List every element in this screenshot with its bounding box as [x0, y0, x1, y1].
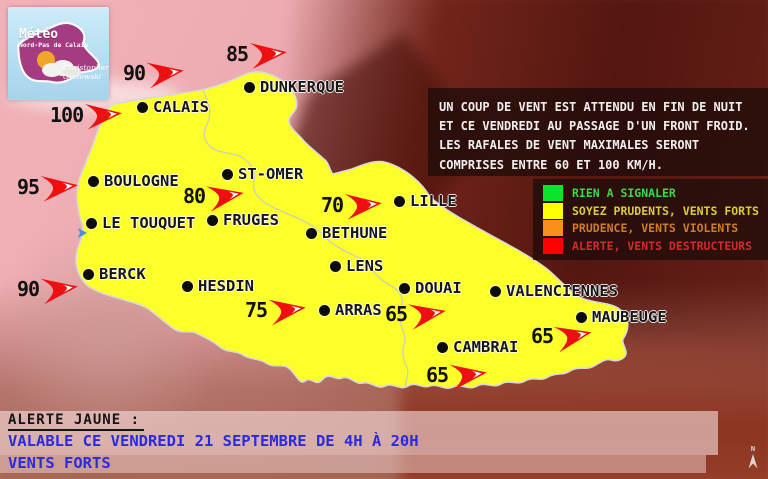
legend-label: RIEN A SIGNALER: [572, 186, 676, 200]
north-label: N: [750, 445, 756, 453]
legend-item: RIEN A SIGNALER: [543, 185, 768, 201]
legend-color-swatch: [543, 220, 563, 237]
logo-signature: Christopher Grelowski: [63, 63, 109, 82]
legend: RIEN A SIGNALER SOYEZ PRUDENTS, VENTS FO…: [533, 179, 768, 260]
north-arrow-icon: [748, 454, 758, 469]
alert-type: VENTS FORTS: [8, 453, 111, 472]
cloud-icon: [42, 60, 81, 78]
legend-label: ALERTE, VENTS DESTRUCTEURS: [572, 238, 753, 253]
logo: Météo Nord-Pas de Calais Christopher Gre…: [8, 7, 109, 100]
logo-subtitle: Nord-Pas de Calais: [19, 41, 89, 49]
alert-validity: VALABLE CE VENDREDI 21 SEPTEMBRE DE 4H À…: [8, 432, 419, 450]
legend-label: PRUDENCE, VENTS VIOLENTS: [572, 221, 739, 236]
estuary-mark: [78, 228, 87, 238]
legend-color-swatch: [543, 202, 563, 219]
legend-color-swatch: [543, 237, 563, 254]
alert-banner-strip-2: [0, 455, 706, 473]
legend-label: SOYEZ PRUDENTS, VENTS FORTS: [572, 203, 759, 218]
logo-map-graphic: [17, 21, 100, 84]
alert-title: ALERTE JAUNE :: [8, 412, 145, 431]
north-indicator: N: [744, 446, 762, 474]
region-shape: [75, 71, 629, 389]
alert-banner-strip: [0, 411, 718, 455]
logo-title: Météo: [19, 27, 59, 42]
department-border: [202, 89, 409, 389]
legend-item: SOYEZ PRUDENTS, VENTS FORTS: [543, 202, 768, 219]
legend-item: PRUDENCE, VENTS VIOLENTS: [543, 220, 768, 237]
info-box: UN COUP DE VENT EST ATTENDU EN FIN DE NU…: [428, 88, 768, 176]
legend-color-swatch: [543, 185, 563, 201]
info-text: UN COUP DE VENT EST ATTENDU EN FIN DE NU…: [439, 100, 750, 172]
legend-item: ALERTE, VENTS DESTRUCTEURS: [543, 237, 768, 254]
